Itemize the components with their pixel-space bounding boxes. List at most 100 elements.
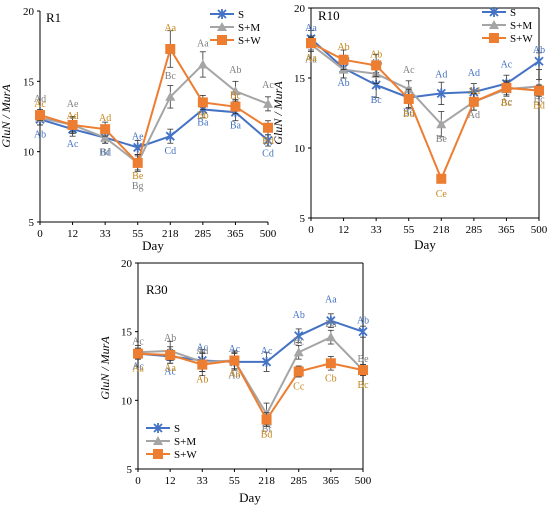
panel-1-series-S+M-point — [436, 119, 447, 129]
panel-0-series-S+M-point — [165, 91, 176, 101]
panel-0-series-S+W-point — [132, 157, 143, 168]
panel-2-series-S-letter: Ac — [261, 346, 273, 357]
panel-1-series-S-letter: Ac — [501, 60, 513, 71]
panel-2-x-tick-label: 33 — [197, 475, 209, 487]
panel-2-series-S+M-letter: Bf — [262, 424, 273, 435]
panel-0-legend-marker — [217, 35, 227, 45]
panel-0-series-S+M-letter: Ad — [34, 94, 46, 105]
panel-2-series-S+W-letter: Aa — [229, 369, 241, 380]
panel-0-series-S+W-letter: Be — [132, 171, 144, 182]
panel-2-legend-label: S — [174, 423, 180, 435]
panel-0-series-S-letter: Ab — [34, 129, 46, 140]
panel-0-series-S-letter: Cd — [164, 146, 176, 157]
panel-1-x-tick-label: 365 — [498, 224, 515, 236]
panel-2-series-S+M-letter: Ad — [196, 346, 208, 357]
panel-2-series-S+W-point — [197, 359, 208, 370]
panel-2-series-S+W-letter: Ab — [196, 375, 208, 386]
panel-0-y-tick-label: 10 — [23, 147, 35, 159]
panel-2-series-S-letter: Ac — [164, 366, 176, 377]
panel-0-series-S+W-letter: Ad — [99, 113, 111, 124]
panel-1-y-tick-label: 5 — [300, 213, 306, 225]
panel-1-series-S+W-point — [403, 94, 414, 104]
panel-2-legend-marker — [153, 449, 163, 459]
panel-2-series-S+W-point — [133, 348, 143, 359]
panel-1-x-tick-label: 12 — [338, 224, 349, 236]
panel-1-series-S-letter: Ab — [533, 45, 545, 56]
panel-2-y-tick-label: 5 — [127, 464, 133, 476]
panel-1-series-S+M-letter: Be — [436, 134, 448, 145]
panel-0-series-S-point — [165, 131, 175, 142]
panel-0-x-tick-label: 500 — [260, 228, 277, 240]
panel-1-series-S-letter: Bc — [371, 95, 383, 106]
panel-1-y-tick-label: 15 — [294, 73, 306, 85]
panel-2-series-S-point — [326, 315, 336, 326]
panel-2-series-S+M-line — [137, 335, 364, 417]
panel-2-series-S-letter: Ac — [229, 344, 241, 355]
panel-0-series-S+W-line — [39, 46, 269, 165]
panel-0-series-S+W-letter: Bc — [230, 91, 242, 102]
panel-2-series-S-letter: Aa — [325, 295, 337, 306]
panel-1-legend-label: S+M — [510, 20, 532, 32]
panel-2-series-S+W-letter: Aa — [164, 363, 176, 374]
panel-2-title: R30 — [146, 282, 168, 297]
panel-2-legend-label: S+W — [174, 449, 197, 461]
panel-2-x-tick-label: 218 — [258, 475, 275, 487]
panel-0-series-S-letter: Ae — [132, 131, 144, 142]
panel-1-x-tick-label: 33 — [371, 224, 383, 236]
panel-2-series-S+M-point — [325, 332, 336, 342]
panel-0-series-S+W-letter: Bb — [197, 110, 209, 121]
panel-1-xlabel: Day — [414, 237, 436, 252]
panel-0-legend-label: S+W — [238, 35, 261, 47]
panel-1-series-S+W-point — [338, 54, 349, 65]
panel-1-series-S+W-letter: Ce — [436, 189, 448, 200]
panel-2-series-S+M-letter: Ac — [132, 336, 144, 347]
panel-2-series-S+W-letter: Bd — [261, 430, 273, 441]
panel-1-series-S-letter: Bd — [403, 108, 415, 119]
panel-2-series-S+W-letter: Aa — [132, 364, 144, 375]
panel-2-series-S+M-point — [293, 347, 304, 357]
panel-2-series-S+W-point — [229, 355, 240, 366]
panel-1-series-S+M-letter: Aa — [305, 54, 317, 65]
panel-1-title: R10 — [318, 8, 340, 23]
panel-2-y-tick-label: 10 — [121, 395, 133, 407]
panel-0-series-S+M-letter: Ac — [262, 80, 274, 91]
panel-1-series-S+W-point — [468, 96, 479, 107]
panel-1-series-S+W-letter: Aa — [305, 53, 317, 64]
panel-0-series-S+M-point — [100, 132, 111, 142]
panel-1-legend-marker — [489, 7, 499, 17]
panel-2-series-S+M-letter: Ba — [325, 319, 337, 330]
panel-2-series-S+W-point — [165, 350, 176, 361]
panel-2-series-S+W-point — [325, 358, 336, 369]
panel-1-legend-label: S — [510, 7, 516, 19]
panel-1-series-S+M-letter: Ac — [403, 65, 415, 76]
panel-1-series-S+W-letter: Bc — [501, 98, 513, 109]
panel-0-xlabel: Day — [142, 238, 164, 253]
panel-1-x-tick-label: 218 — [433, 224, 450, 236]
panel-0-legend-label: S+M — [238, 22, 260, 34]
panel-1-series-S-letter: Aa — [305, 23, 317, 34]
panel-1-ylabel: GluN / MurA — [271, 81, 285, 145]
panel-2-series-S+M-letter: Ab — [228, 371, 240, 382]
panel-1-series-S-letter: Ad — [435, 69, 447, 80]
panel-1-x-tick-label: 285 — [466, 224, 483, 236]
panel-2-series-S+W-letter: Cc — [293, 381, 305, 392]
panel-2-x-tick-label: 285 — [290, 475, 307, 487]
panel-1-x-tick-label: 0 — [308, 224, 314, 236]
panel-0-series-S+M-point — [197, 59, 208, 69]
panel-0-series-S+W-point — [67, 119, 78, 130]
panel-2-series-S+M-letter: Be — [357, 354, 369, 365]
panel-1-series-S+W-letter: Bd — [533, 101, 545, 112]
panel-1-series-S+W-point — [371, 60, 382, 71]
panel-0-series-S+M-letter: Bc — [165, 71, 177, 82]
panel-2-legend-label: S+M — [174, 436, 196, 448]
panel-1-series-S+W-letter: Bd — [403, 109, 415, 120]
panel-0-series-S+M-letter: Ab — [229, 65, 241, 76]
panel-1-series-S-letter: Ab — [337, 78, 349, 89]
panel-1-series-S+W-point — [501, 82, 512, 93]
panel-1-series-S+W-point — [534, 85, 544, 96]
panel-2-series-S+W-letter: Cb — [325, 373, 337, 384]
panel-0-series-S+M-letter: Bg — [132, 181, 144, 192]
panel-2-ylabel: GluN / MurA — [98, 336, 112, 400]
panel-0-series-S+M-letter: Aa — [197, 38, 209, 49]
panel-0-series-S+W-letter: Aa — [164, 23, 176, 34]
